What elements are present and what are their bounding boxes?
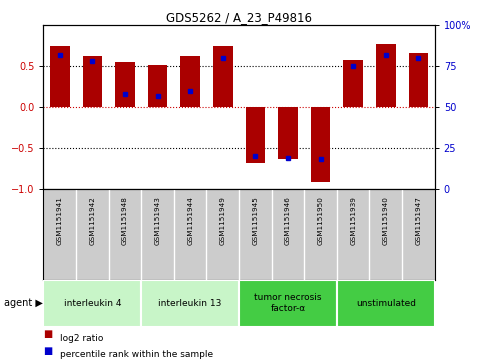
Text: ■: ■: [43, 329, 53, 339]
Text: unstimulated: unstimulated: [356, 299, 416, 307]
Text: GSM1151943: GSM1151943: [155, 196, 160, 245]
Bar: [180, 56, 200, 107]
Bar: [115, 62, 135, 107]
Bar: [337, 280, 435, 327]
Bar: [343, 60, 363, 107]
Text: agent ▶: agent ▶: [4, 298, 43, 308]
Text: interleukin 13: interleukin 13: [158, 299, 222, 307]
Text: GSM1151950: GSM1151950: [318, 196, 324, 245]
Bar: [148, 65, 167, 107]
Text: percentile rank within the sample: percentile rank within the sample: [60, 350, 213, 359]
Bar: [376, 44, 396, 107]
Text: GSM1151939: GSM1151939: [350, 196, 356, 245]
Bar: [83, 56, 102, 107]
Bar: [239, 280, 337, 327]
Bar: [278, 107, 298, 159]
Text: GSM1151942: GSM1151942: [89, 196, 95, 245]
Bar: [409, 53, 428, 107]
Bar: [311, 107, 330, 182]
Text: GSM1151946: GSM1151946: [285, 196, 291, 245]
Text: interleukin 4: interleukin 4: [64, 299, 121, 307]
Text: GSM1151945: GSM1151945: [253, 196, 258, 245]
Text: GSM1151941: GSM1151941: [57, 196, 63, 245]
Text: GSM1151948: GSM1151948: [122, 196, 128, 245]
Text: GSM1151947: GSM1151947: [415, 196, 421, 245]
Text: tumor necrosis
factor-α: tumor necrosis factor-α: [254, 293, 322, 313]
Text: ■: ■: [43, 346, 53, 356]
Title: GDS5262 / A_23_P49816: GDS5262 / A_23_P49816: [166, 11, 312, 24]
Text: log2 ratio: log2 ratio: [60, 334, 104, 343]
Bar: [141, 280, 239, 327]
Text: GSM1151940: GSM1151940: [383, 196, 389, 245]
Text: GSM1151944: GSM1151944: [187, 196, 193, 245]
Text: GSM1151949: GSM1151949: [220, 196, 226, 245]
Bar: [213, 46, 233, 107]
Bar: [43, 280, 142, 327]
Bar: [245, 107, 265, 163]
Bar: [50, 46, 70, 107]
